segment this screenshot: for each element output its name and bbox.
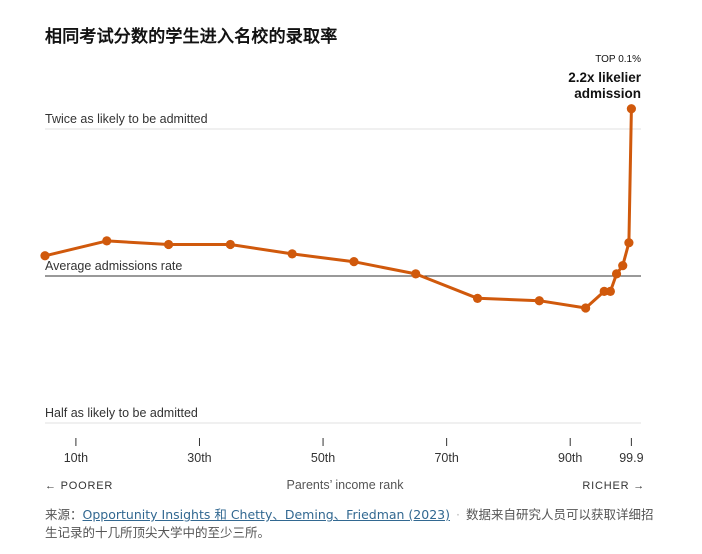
chart-canvas: Twice as likely to be admitted Average ad… xyxy=(40,54,645,492)
data-point-15 xyxy=(626,104,636,114)
reference-label-0: Twice as likely to be admitted xyxy=(45,112,208,126)
x-tick-label-0: 10th xyxy=(64,451,88,465)
data-point-11 xyxy=(605,286,615,296)
richer-label: RICHER → xyxy=(582,480,645,492)
data-point-9 xyxy=(581,303,591,313)
data-point-7 xyxy=(472,293,483,303)
x-tick-label-5: 99.9 xyxy=(619,451,643,465)
x-tick-label-2: 50th xyxy=(311,451,335,465)
annotation-label: TOP 0.1% xyxy=(595,54,641,65)
x-tick-label-1: 30th xyxy=(187,451,211,465)
x-tick-label-3: 70th xyxy=(434,451,458,465)
x-axis-label: Parents’ income rank xyxy=(287,478,405,492)
x-tick-label-4: 90th xyxy=(558,451,582,465)
data-point-14 xyxy=(624,238,634,248)
data-point-13 xyxy=(618,261,628,271)
data-point-5 xyxy=(349,257,359,267)
reference-label-1: Average admissions rate xyxy=(45,259,182,273)
data-point-8 xyxy=(534,296,544,306)
data-point-1 xyxy=(102,236,112,246)
data-point-2 xyxy=(163,239,174,250)
reference-label-2: Half as likely to be admitted xyxy=(45,406,198,420)
source-link[interactable]: Opportunity Insights 和 Chetty、Deming、Fri… xyxy=(82,507,450,522)
poorer-label: ← POORER xyxy=(45,480,113,492)
source-note-text: 数据来自研究人员可以获取详细招生记录的十几所顶尖大学中的至少三所。 xyxy=(45,507,654,540)
source-note: 来源：Opportunity Insights 和 Chetty、Deming、… xyxy=(45,506,655,542)
source-separator: · xyxy=(456,507,460,522)
source-prefix: 来源： xyxy=(45,507,83,522)
series-line xyxy=(43,107,633,310)
annotation-value: 2.2x likelier xyxy=(568,70,642,85)
data-point-3 xyxy=(225,239,235,250)
chart-title: 相同考试分数的学生进入名校的录取率 xyxy=(45,27,338,47)
annotation-text: admission xyxy=(574,86,641,101)
data-point-6 xyxy=(411,269,421,279)
data-point-12 xyxy=(611,269,622,279)
data-point-4 xyxy=(287,249,297,259)
data-point-0 xyxy=(40,251,50,261)
